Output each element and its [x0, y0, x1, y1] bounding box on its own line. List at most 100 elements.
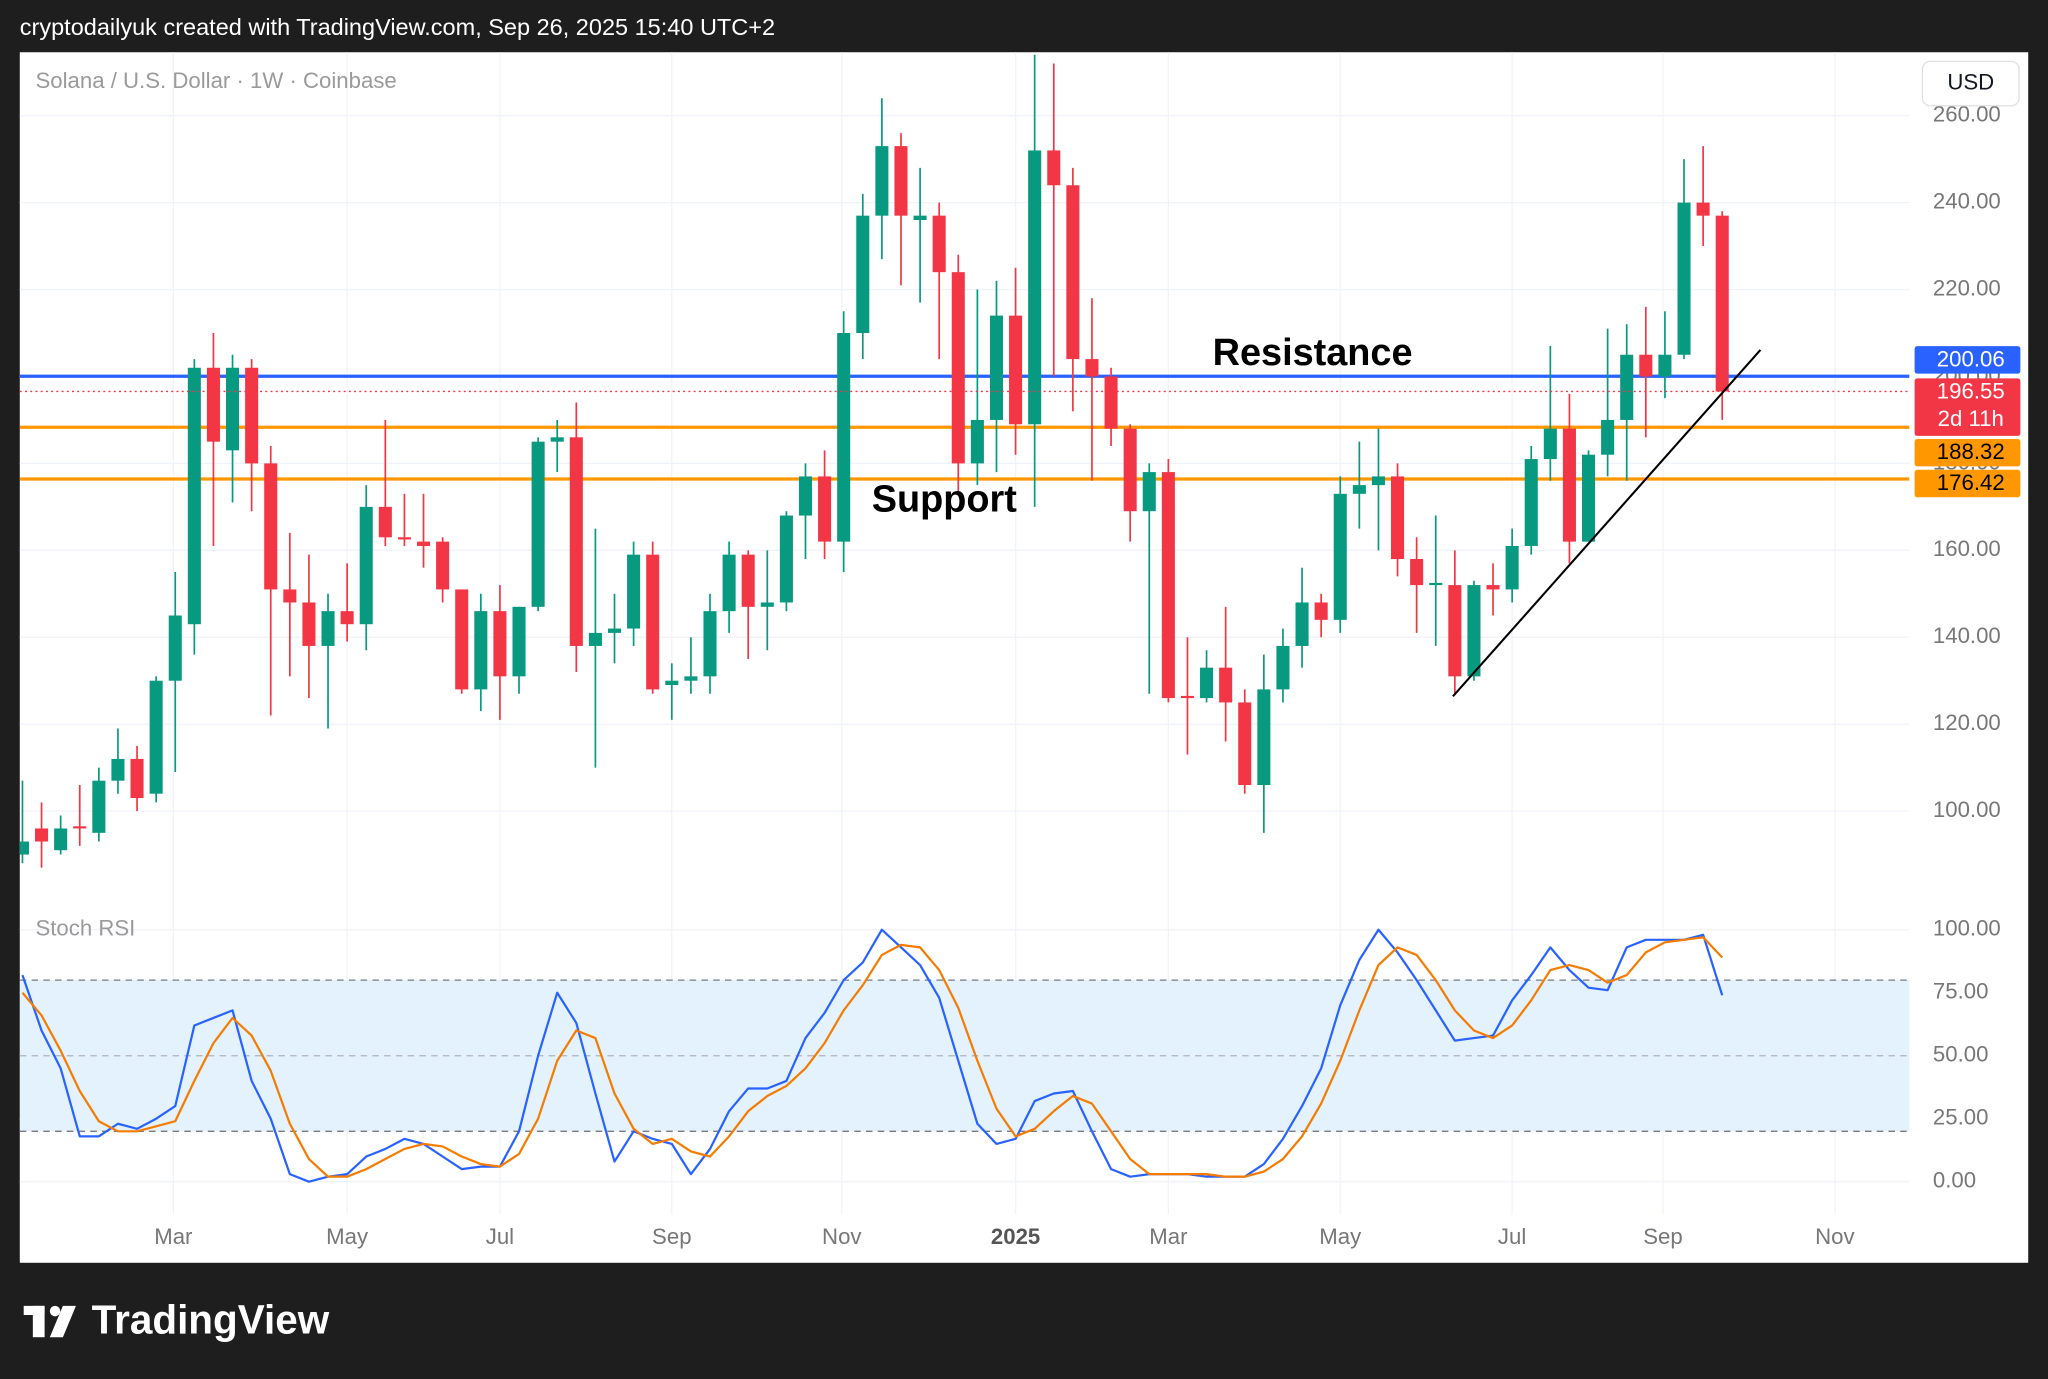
annotation: Resistance — [1213, 332, 1413, 374]
candle-body — [588, 632, 602, 646]
y-tick-label: 0.00 — [1933, 1168, 1976, 1193]
candle-body — [1696, 202, 1710, 216]
candle-body — [951, 272, 965, 464]
candle-body — [741, 554, 755, 607]
header: cryptodailyuk created with TradingView.c… — [20, 14, 775, 40]
candle-body — [1161, 472, 1175, 699]
candle-body — [913, 215, 927, 221]
candle-body — [378, 506, 392, 538]
candle-body — [149, 680, 163, 794]
candle-body — [35, 828, 49, 842]
candle-body — [1028, 150, 1042, 425]
candle-body — [722, 554, 736, 612]
candle-body — [54, 828, 68, 851]
candle-body — [226, 367, 240, 451]
x-tick-label: Jul — [1498, 1224, 1526, 1249]
x-tick-label: Sep — [1643, 1224, 1682, 1249]
candle-body — [837, 333, 851, 542]
x-tick-label: May — [326, 1224, 369, 1249]
candle-body — [894, 146, 908, 216]
candle-body — [340, 611, 354, 625]
brand-logo — [23, 1305, 76, 1338]
candle-body — [1620, 354, 1634, 420]
y-tick-label: 220.00 — [1933, 275, 2001, 300]
price-badge — [1914, 469, 2021, 498]
candle-body — [531, 441, 545, 607]
rsi-pane — [19, 928, 1910, 1183]
currency-label[interactable]: USD — [1947, 69, 1994, 94]
y-tick-label: 100.00 — [1933, 797, 2001, 822]
candle-body — [474, 611, 488, 690]
symbol-title: Solana / U.S. Dollar · 1W · Coinbase — [35, 68, 396, 93]
y-tick-label: 120.00 — [1933, 710, 2001, 735]
candle-body — [569, 437, 583, 646]
candle-body — [1524, 459, 1538, 546]
candle-body — [1085, 359, 1099, 377]
currency-button[interactable] — [1921, 60, 2020, 107]
candle-body — [130, 758, 144, 799]
brand: TradingView — [92, 1297, 330, 1343]
candle-body — [19, 841, 29, 855]
price-badge-label: 188.32 — [1937, 439, 2005, 464]
annotation: Support — [872, 478, 1017, 520]
candle-body — [798, 476, 813, 516]
indicator-line — [21, 928, 1724, 1183]
candle-body — [1009, 315, 1023, 425]
candle-body — [1276, 645, 1290, 690]
price-badge — [1914, 346, 2021, 374]
candle-body — [1601, 419, 1615, 455]
x-tick-label: Mar — [154, 1224, 193, 1249]
candle-body — [1238, 702, 1252, 786]
candle-body — [92, 780, 106, 833]
y-tick-label: 160.00 — [1933, 536, 2001, 561]
candle-body — [550, 437, 564, 442]
candle-body — [1467, 585, 1481, 677]
logo-stem — [32, 1305, 45, 1338]
candle-body — [1658, 354, 1672, 377]
candle-body — [932, 215, 946, 273]
candle-body — [1562, 428, 1576, 542]
candle-body — [1715, 215, 1729, 392]
candle-body — [1639, 354, 1653, 377]
candle-body — [1333, 493, 1347, 620]
candle-body — [1219, 667, 1233, 703]
candle-body — [1314, 602, 1328, 620]
y-tick-label: 75.00 — [1933, 979, 1989, 1004]
trendline — [1452, 349, 1762, 698]
candle-body — [1486, 585, 1500, 590]
candle-body — [73, 826, 87, 829]
x-tick-label: Jul — [486, 1224, 514, 1249]
candle-body — [1429, 582, 1443, 586]
candle-body — [646, 554, 660, 690]
price-badge — [1914, 378, 2021, 436]
price-badge-label: 176.42 — [1937, 470, 2005, 495]
candle-body — [1581, 454, 1596, 542]
candle-body — [512, 606, 526, 677]
price-badge-label: 196.55 — [1937, 379, 2005, 404]
price-badge — [1914, 438, 2021, 467]
candle-body — [1410, 559, 1424, 586]
candle-body — [970, 419, 984, 464]
indicator-title: Stoch RSI — [35, 916, 135, 941]
candle-body — [1391, 476, 1405, 560]
candle-body — [1677, 202, 1691, 355]
candle-body — [416, 541, 431, 546]
candle-body — [665, 680, 679, 686]
candle-body — [1142, 472, 1156, 512]
candle-body — [989, 315, 1004, 420]
candle-body — [760, 602, 774, 607]
x-tick-label: Nov — [822, 1224, 862, 1249]
candle-body — [818, 476, 832, 542]
candle-body — [779, 515, 793, 603]
candle-body — [1047, 150, 1061, 186]
x-tick-label: May — [1319, 1224, 1362, 1249]
candle-body — [1123, 428, 1137, 512]
y-tick-label: 100.00 — [1933, 916, 2001, 941]
candle-body — [1257, 689, 1271, 786]
candle-body — [493, 611, 507, 677]
candle-body — [1295, 602, 1309, 646]
candle-body — [1448, 585, 1462, 677]
axes: 100.00120.00140.00160.00180.00200.00220.… — [154, 102, 2021, 1249]
candle-body — [111, 758, 125, 781]
